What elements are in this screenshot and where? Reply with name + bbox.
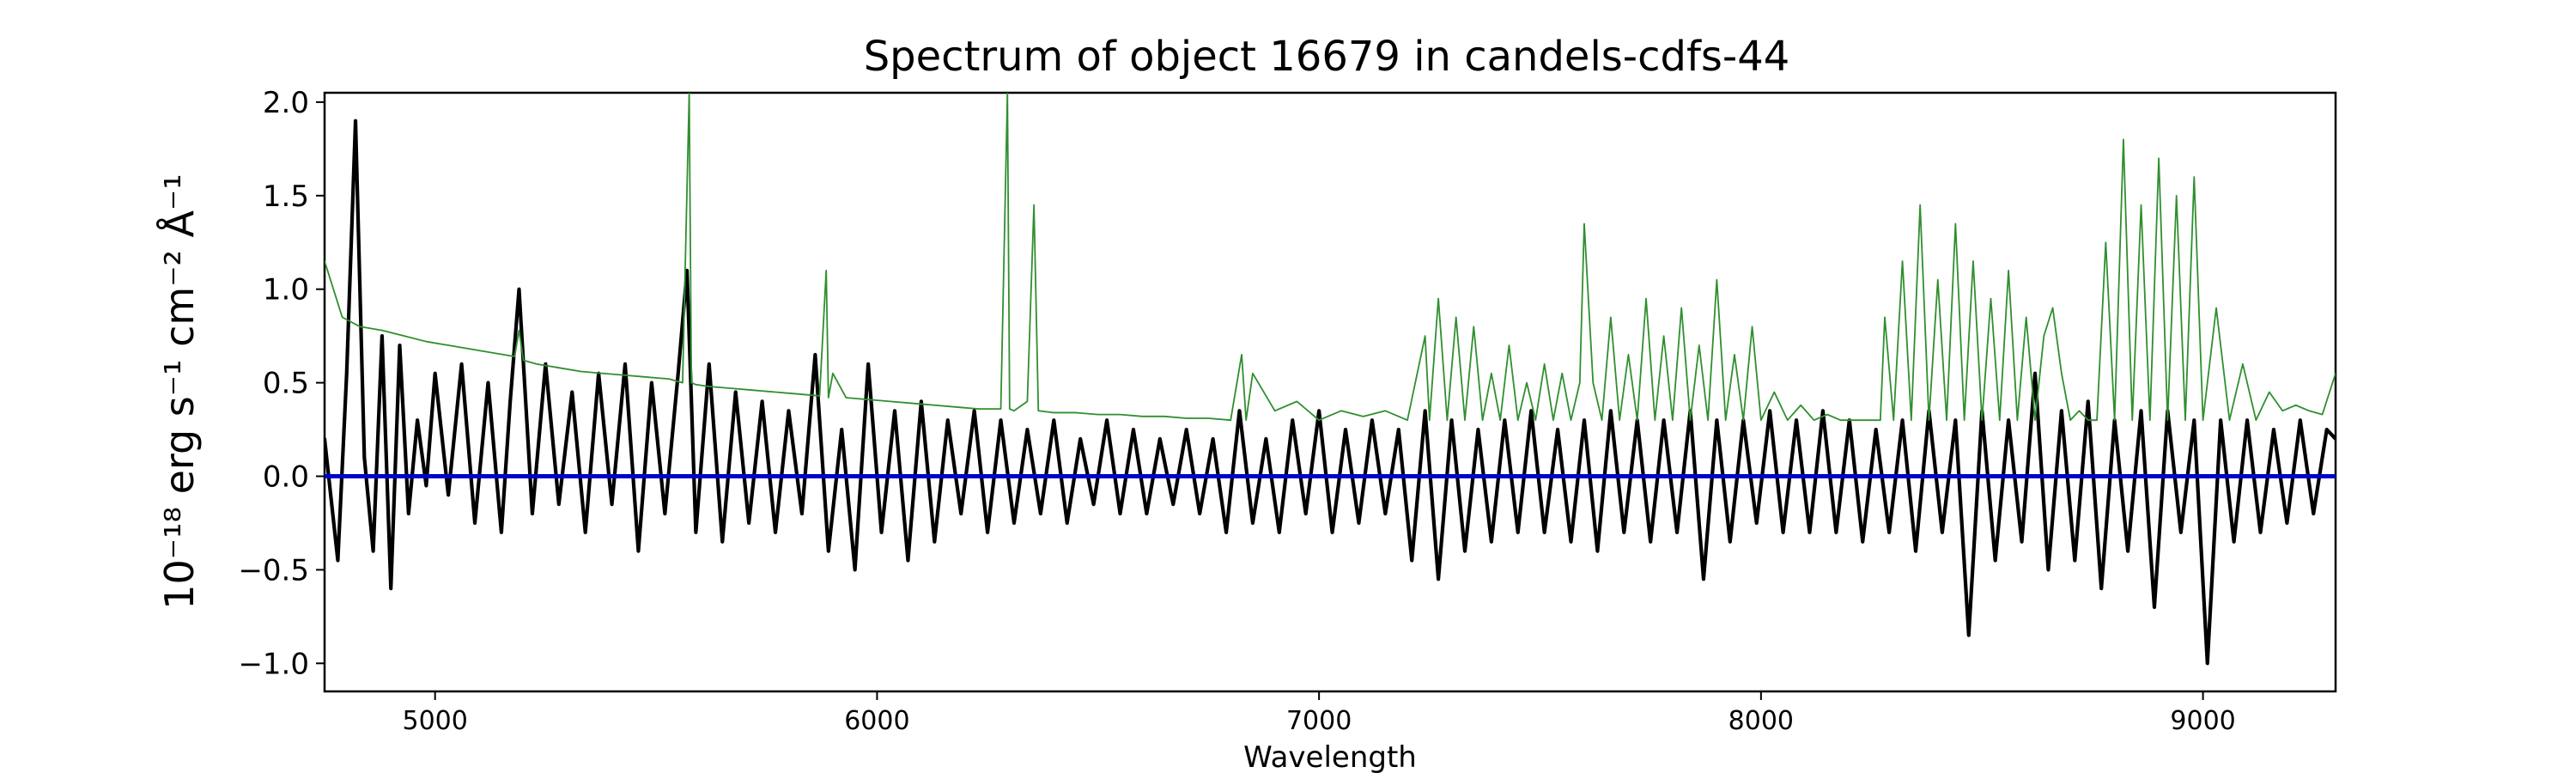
y-tick-label: 2.0 bbox=[263, 86, 309, 120]
series-layer bbox=[325, 93, 2336, 666]
x-tick-label: 8000 bbox=[1728, 706, 1794, 736]
y-tick-label: 1.5 bbox=[263, 180, 309, 214]
x-axis-label: Wavelength bbox=[1243, 740, 1417, 773]
chart-title: Spectrum of object 16679 in candels-cdfs… bbox=[864, 33, 1790, 81]
x-tick-label: 6000 bbox=[844, 706, 909, 736]
y-tick-label: 0.0 bbox=[263, 460, 309, 495]
y-axis-label: 10⁻¹⁸ erg s⁻¹ cm⁻² Å⁻¹ bbox=[156, 173, 203, 609]
x-axis-ticks: 5000 6000 7000 8000 9000 bbox=[403, 691, 2236, 736]
y-axis-ticks: −1.0 −0.5 0.0 0.5 1.0 1.5 2.0 bbox=[238, 86, 325, 681]
plot-frame bbox=[323, 91, 2337, 693]
x-tick-label: 7000 bbox=[1286, 706, 1352, 736]
y-tick-label: 1.0 bbox=[263, 273, 309, 307]
series-line-green bbox=[325, 93, 2336, 422]
series-line-black bbox=[325, 119, 2336, 666]
x-tick-label: 9000 bbox=[2170, 706, 2235, 736]
x-tick-label: 5000 bbox=[403, 706, 468, 736]
y-tick-label: −0.5 bbox=[238, 553, 309, 587]
y-tick-label: −1.0 bbox=[238, 647, 309, 681]
y-tick-label: 0.5 bbox=[263, 367, 309, 401]
